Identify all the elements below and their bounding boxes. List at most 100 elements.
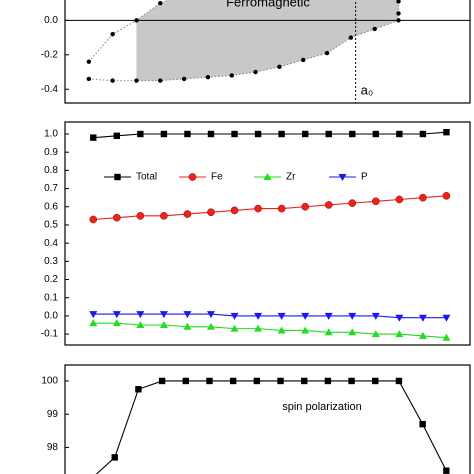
marker [442, 191, 451, 200]
y-tick-label: 0.2 [44, 274, 58, 285]
plot-area [65, 0, 470, 103]
marker [277, 204, 286, 213]
marker [372, 130, 380, 138]
marker [230, 206, 239, 215]
series-line [88, 19, 399, 82]
marker [183, 322, 192, 330]
marker [396, 130, 403, 138]
series-line [93, 131, 447, 139]
marker [348, 312, 357, 320]
marker [181, 76, 187, 82]
y-tick-label: 0.8 [44, 165, 58, 176]
marker [206, 322, 215, 330]
marker [395, 314, 404, 322]
marker [301, 312, 310, 320]
marker [419, 420, 426, 428]
marker [442, 314, 451, 322]
marker [253, 69, 258, 75]
marker [349, 130, 356, 138]
marker [442, 333, 451, 341]
y-tick-label: -0.1 [41, 329, 59, 340]
legend-marker [263, 173, 272, 180]
marker [396, 18, 401, 23]
legend-label: P [361, 172, 368, 183]
marker [134, 18, 139, 23]
marker [325, 130, 332, 138]
marker [395, 377, 403, 385]
marker [301, 202, 310, 211]
marker [90, 134, 97, 141]
shaded-region [136, 0, 399, 81]
marker [110, 31, 115, 37]
y-tick-label: 1.0 [44, 129, 58, 140]
marker [371, 312, 380, 320]
marker [183, 311, 192, 319]
marker [418, 331, 427, 339]
marker [443, 128, 450, 136]
marker [301, 130, 309, 138]
series-line [93, 313, 447, 319]
plot-frame [64, 0, 471, 104]
plot-frame [64, 121, 471, 346]
marker [112, 213, 121, 222]
marker [160, 130, 168, 138]
marker [229, 73, 234, 78]
marker [207, 130, 215, 138]
marker [324, 328, 333, 336]
marker [137, 130, 144, 138]
y-tick-label: 0.6 [44, 201, 58, 212]
marker [277, 377, 284, 385]
marker [324, 312, 333, 320]
marker [278, 130, 285, 138]
legend-label: Zr [286, 172, 296, 183]
marker [372, 26, 377, 32]
marker [206, 311, 215, 319]
marker [230, 312, 239, 320]
marker [396, 0, 401, 4]
marker [371, 197, 380, 206]
marker [419, 193, 427, 202]
marker [112, 311, 121, 319]
marker [395, 330, 404, 338]
legend-label: Total [136, 172, 157, 183]
marker [113, 132, 121, 140]
marker [136, 320, 145, 328]
marker [348, 199, 357, 207]
marker [254, 130, 262, 138]
series-line [93, 195, 447, 221]
marker [348, 328, 357, 336]
marker [86, 59, 92, 64]
marker [324, 201, 333, 209]
legend-marker [114, 173, 121, 181]
marker [183, 210, 192, 218]
y-tick-label: 0.1 [44, 292, 58, 303]
marker [158, 78, 163, 83]
marker [324, 377, 332, 385]
marker [277, 64, 282, 70]
marker [136, 311, 145, 319]
marker [277, 326, 286, 334]
plot-area [95, 377, 450, 474]
panel-title: spin polarization [282, 401, 362, 413]
series-line [93, 322, 447, 339]
marker [348, 377, 355, 385]
marker [111, 454, 118, 461]
marker [324, 50, 330, 56]
y-tick-label: 0.4 [44, 238, 58, 249]
legend-marker [338, 174, 347, 181]
marker [443, 467, 450, 474]
marker [301, 326, 310, 334]
y-tick-label: 0.9 [44, 147, 58, 158]
marker [158, 0, 163, 6]
y-tick-label: -0.2 [41, 49, 59, 60]
marker [419, 130, 427, 138]
marker [136, 212, 145, 220]
marker [229, 377, 237, 385]
y-tick-label: 98 [47, 442, 59, 453]
y-tick-label: 0.5 [44, 220, 58, 231]
marker [418, 314, 427, 322]
marker [158, 377, 166, 385]
marker [207, 208, 215, 217]
annotation: a₀ [361, 82, 374, 97]
